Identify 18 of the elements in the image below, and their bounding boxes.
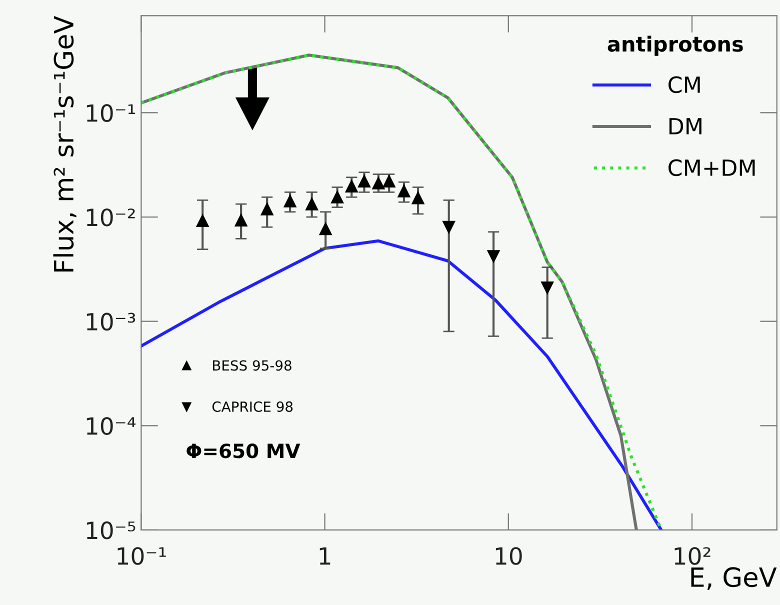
legend-label: DM <box>669 118 702 134</box>
x-axis-title: E, GeV <box>691 567 777 590</box>
legend-title: antiprotons <box>608 36 743 56</box>
x-tick-label: 10 <box>496 547 522 565</box>
y-tick-label: 10⁻⁴ <box>86 417 136 435</box>
y-tick-label: 10⁻¹ <box>86 104 136 122</box>
x-tick-label: 10⁻¹ <box>118 547 166 565</box>
y-axis-title: Flux, m² sr⁻¹s⁻¹GeV <box>53 16 76 272</box>
legend-label: CAPRICE 98 <box>212 401 293 412</box>
y-tick-label: 10⁻² <box>86 208 135 226</box>
legend-label: CM+DM <box>668 159 755 176</box>
legend-label: BESS 95-98 <box>213 360 292 371</box>
y-tick-label: 10⁻⁵ <box>86 521 136 540</box>
x-tick-label: 10² <box>674 547 710 565</box>
annotation: Φ=650 MV <box>186 444 300 458</box>
legend-label: CM <box>668 76 700 94</box>
y-tick-label: 10⁻³ <box>86 312 136 331</box>
x-tick-label: 1 <box>320 547 330 565</box>
